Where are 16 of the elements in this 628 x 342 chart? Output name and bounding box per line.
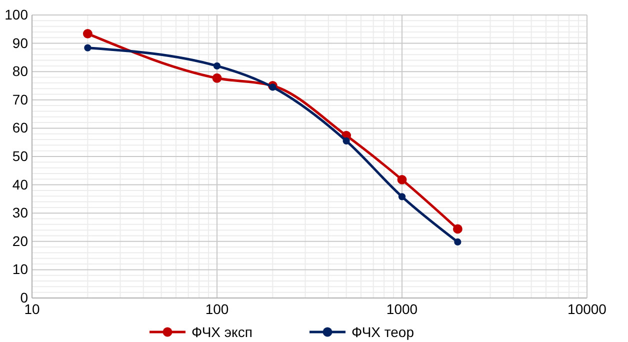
y-tick-label: 80 [12,63,28,80]
y-tick-label: 40 [12,176,28,192]
legend-label: ФЧХ теор [352,324,414,340]
y-tick-label: 20 [12,232,28,249]
y-tick-label: 10 [12,261,28,278]
y-tick-label: 60 [12,120,28,136]
y-tick-label: 30 [12,204,28,221]
y-tick-label: 50 [12,148,28,164]
y-tick-label: 0 [20,289,28,306]
y-tick-label: 100 [4,6,28,22]
y-tick-label: 70 [12,91,28,108]
x-tick-label: 1000 [386,300,418,317]
x-tick-label: 10000 [568,300,607,317]
x-tick-label: 100 [205,300,229,317]
y-tick-label: 90 [12,34,28,51]
legend-label: ФЧХ эксп [192,324,252,340]
